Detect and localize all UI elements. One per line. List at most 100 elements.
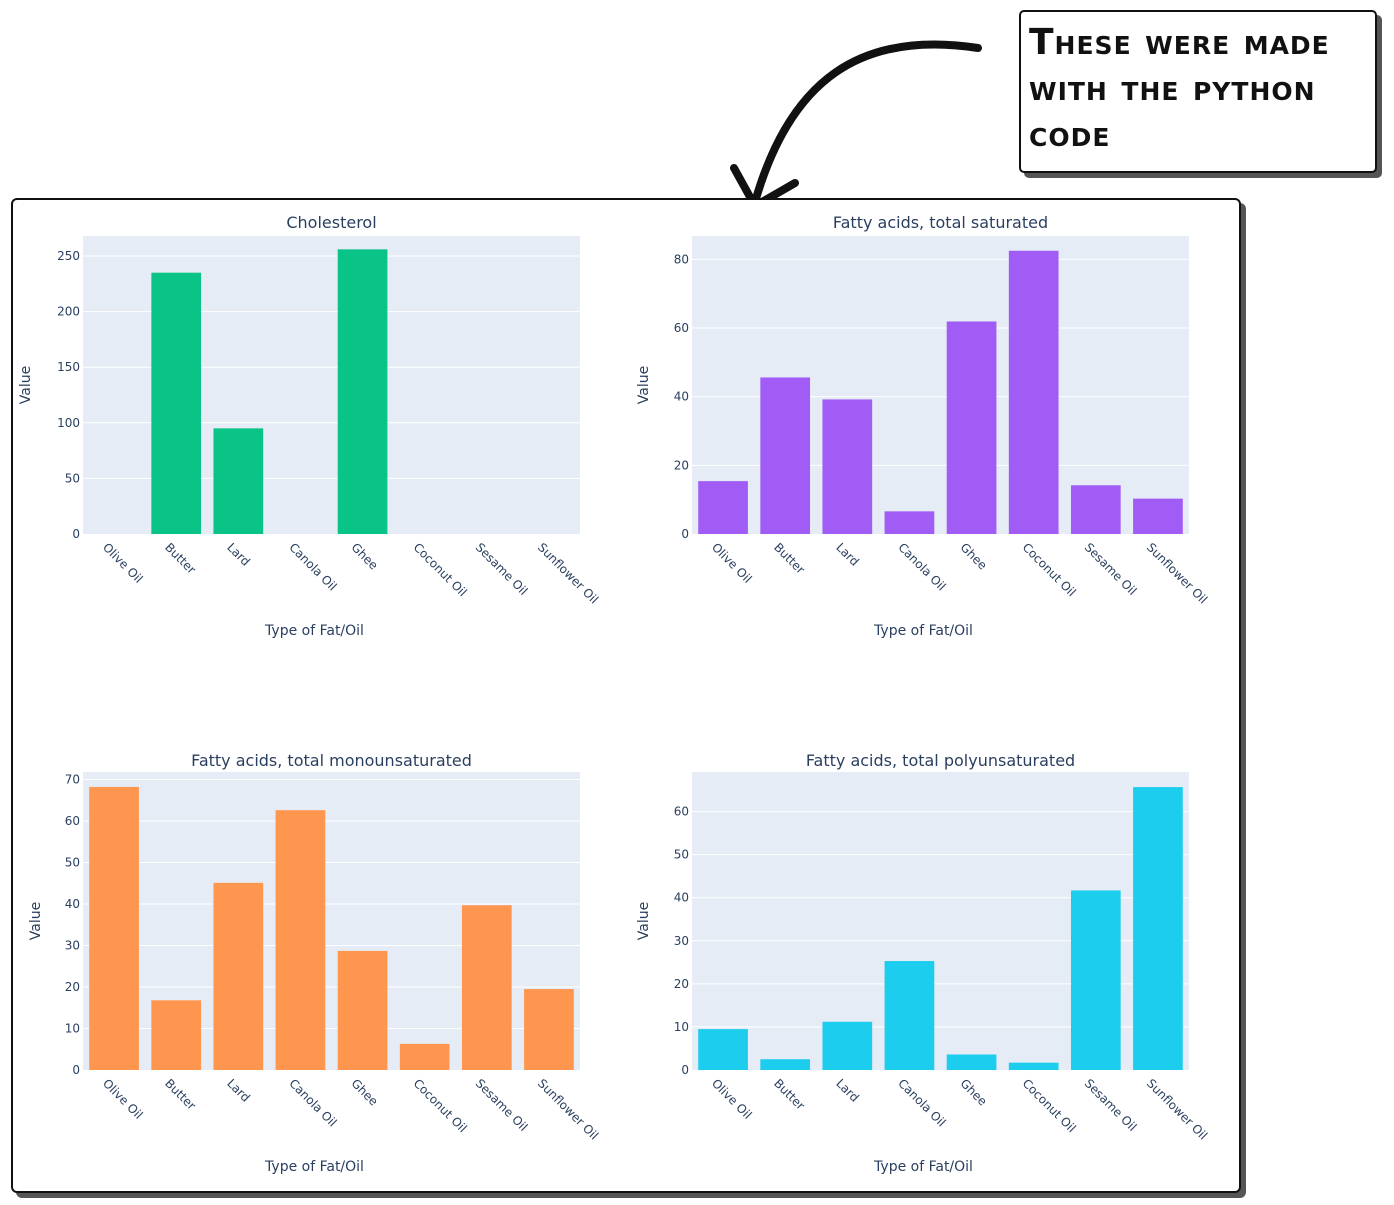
y-tick-label: 0 bbox=[681, 1063, 689, 1077]
x-axis-title: Type of Fat/Oil bbox=[264, 623, 364, 639]
x-tick-label: Sunflower Oil bbox=[1144, 1076, 1210, 1142]
y-tick-label: 40 bbox=[674, 390, 689, 404]
chart-title: Fatty acids, total saturated bbox=[833, 213, 1048, 232]
bar-butter bbox=[151, 1000, 202, 1070]
x-tick-label: Canola Oil bbox=[286, 540, 339, 593]
bar-sesame-oil bbox=[1070, 485, 1121, 534]
x-tick-label: Olive Oil bbox=[709, 1076, 755, 1122]
y-tick-label: 60 bbox=[65, 814, 80, 828]
x-tick-label: Canola Oil bbox=[895, 540, 948, 593]
bar-lard bbox=[822, 399, 873, 534]
y-tick-label: 70 bbox=[65, 772, 80, 786]
x-tick-label: Canola Oil bbox=[895, 1076, 948, 1129]
x-axis-title: Type of Fat/Oil bbox=[873, 1159, 973, 1175]
x-tick-label: Sesame Oil bbox=[1082, 540, 1140, 598]
y-tick-label: 20 bbox=[65, 980, 80, 994]
bar-lard bbox=[822, 1021, 873, 1070]
callout-line-3: code bbox=[1029, 114, 1111, 155]
y-tick-label: 50 bbox=[674, 848, 689, 862]
y-tick-label: 60 bbox=[674, 805, 689, 819]
bar-sesame-oil bbox=[461, 905, 512, 1070]
callout-line-2: with the python bbox=[1029, 68, 1316, 109]
bar-coconut-oil bbox=[399, 1043, 450, 1070]
y-tick-label: 100 bbox=[57, 416, 80, 430]
bar-butter bbox=[151, 272, 202, 534]
x-tick-label: Lard bbox=[833, 1076, 862, 1105]
y-tick-label: 40 bbox=[65, 897, 80, 911]
y-tick-label: 0 bbox=[72, 527, 80, 541]
y-tick-label: 10 bbox=[65, 1021, 80, 1035]
x-tick-label: Lard bbox=[224, 1076, 253, 1105]
bar-coconut-oil bbox=[1008, 250, 1059, 534]
x-tick-label: Lard bbox=[833, 540, 862, 569]
subplot-1: 0 50 100 150 200 250 Olive Oil Butter Lard Canola… bbox=[18, 213, 601, 639]
x-tick-label: Sunflower Oil bbox=[1144, 540, 1210, 606]
y-tick-label: 30 bbox=[674, 934, 689, 948]
subplot-4: 0 10 20 30 40 50 60 Olive Oil Butter Lard Canola O… bbox=[636, 751, 1210, 1175]
x-tick-label: Canola Oil bbox=[286, 1076, 339, 1129]
y-tick-label: 50 bbox=[65, 471, 80, 485]
bar-butter bbox=[760, 377, 811, 534]
bar-canola-oil bbox=[275, 810, 326, 1070]
y-tick-label: 30 bbox=[65, 938, 80, 952]
annotation-callout: These were made with the python code bbox=[1019, 10, 1377, 173]
y-tick-label: 10 bbox=[674, 1020, 689, 1034]
bar-lard bbox=[213, 882, 264, 1070]
bar-canola-oil bbox=[884, 511, 935, 534]
y-tick-label: 0 bbox=[72, 1063, 80, 1077]
x-tick-label: Coconut Oil bbox=[1020, 1076, 1079, 1135]
x-tick-label: Butter bbox=[771, 540, 808, 577]
y-tick-label: 250 bbox=[57, 249, 80, 263]
y-tick-label: 20 bbox=[674, 458, 689, 472]
bar-ghee bbox=[337, 249, 388, 535]
y-axis-title: Value bbox=[636, 902, 652, 940]
x-tick-label: Sesame Oil bbox=[1082, 1076, 1140, 1134]
y-tick-label: 80 bbox=[674, 252, 689, 266]
x-tick-label: Olive Oil bbox=[100, 1076, 146, 1122]
bar-sunflower-oil bbox=[1133, 498, 1183, 534]
x-tick-label: Coconut Oil bbox=[411, 540, 470, 599]
chart-title: Fatty acids, total monounsaturated bbox=[191, 751, 472, 770]
bar-butter bbox=[760, 1059, 811, 1070]
bar-canola-oil bbox=[884, 961, 935, 1070]
x-tick-label: Olive Oil bbox=[100, 540, 146, 586]
bar-olive-oil bbox=[698, 481, 748, 534]
y-axis-title: Value bbox=[28, 902, 44, 940]
y-tick-label: 20 bbox=[674, 977, 689, 991]
x-tick-label: Butter bbox=[771, 1076, 808, 1113]
chart-title: Cholesterol bbox=[286, 213, 376, 232]
y-tick-label: 40 bbox=[674, 891, 689, 905]
y-axis-title: Value bbox=[636, 366, 652, 404]
bar-olive-oil bbox=[89, 786, 139, 1070]
x-tick-label: Coconut Oil bbox=[411, 1076, 470, 1135]
bar-coconut-oil bbox=[1008, 1062, 1059, 1070]
x-tick-label: Coconut Oil bbox=[1020, 540, 1079, 599]
x-tick-label: Ghee bbox=[348, 540, 380, 572]
x-tick-label: Olive Oil bbox=[709, 540, 755, 586]
x-tick-label: Ghee bbox=[957, 540, 989, 572]
x-tick-label: Lard bbox=[224, 540, 253, 569]
bar-lard bbox=[213, 428, 264, 534]
x-tick-label: Ghee bbox=[348, 1076, 380, 1108]
x-axis-title: Type of Fat/Oil bbox=[264, 1159, 364, 1175]
chart-title: Fatty acids, total polyunsaturated bbox=[806, 751, 1075, 770]
callout-line-1: These were made bbox=[1029, 22, 1330, 63]
bar-sunflower-oil bbox=[524, 989, 574, 1070]
bar-ghee bbox=[337, 950, 388, 1070]
x-tick-label: Sesame Oil bbox=[473, 1076, 531, 1134]
subplot-2: 0 20 40 60 80 Olive Oil Butter Lard Canola Oil Gh… bbox=[636, 213, 1210, 639]
x-tick-label: Sunflower Oil bbox=[535, 540, 601, 606]
bar-sesame-oil bbox=[1070, 890, 1121, 1070]
y-tick-label: 0 bbox=[681, 527, 689, 541]
bar-olive-oil bbox=[698, 1029, 748, 1070]
bar-ghee bbox=[946, 321, 997, 534]
y-tick-label: 150 bbox=[57, 360, 80, 374]
bar-sunflower-oil bbox=[1133, 787, 1183, 1070]
y-tick-label: 60 bbox=[674, 321, 689, 335]
x-tick-label: Sunflower Oil bbox=[535, 1076, 601, 1142]
x-axis-title: Type of Fat/Oil bbox=[873, 623, 973, 639]
subplot-3: 0 10 20 30 40 50 60 70 Olive Oil Butter Lard Canola… bbox=[28, 751, 601, 1175]
y-axis-title: Value bbox=[18, 366, 34, 404]
y-tick-label: 200 bbox=[57, 305, 80, 319]
